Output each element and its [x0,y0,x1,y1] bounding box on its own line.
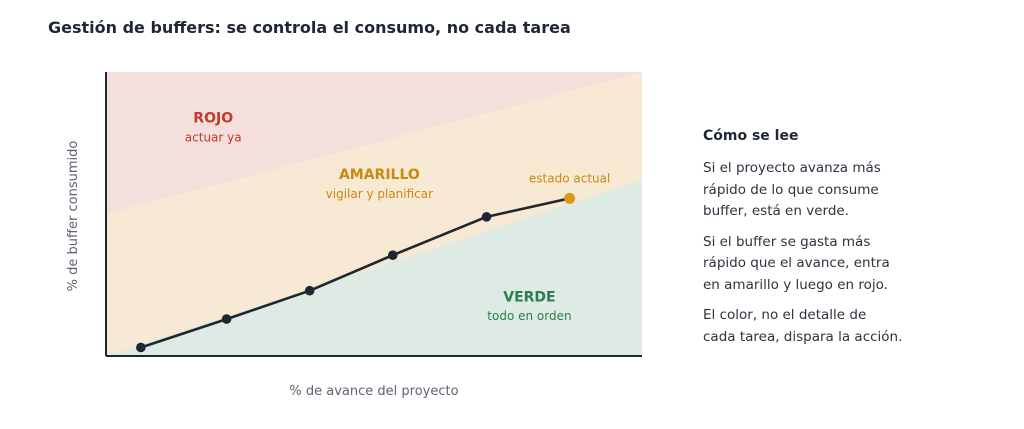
data-point [221,314,232,324]
zone-green [106,179,642,356]
guide-line: cada tarea, dispara la acción. [703,328,903,345]
guide-line: Si el buffer se gasta más [703,233,871,250]
data-point [136,342,146,353]
reading-guide-paragraph-2: Si el buffer se gasta más rápido que el … [703,232,953,297]
zone-sublabel-green: todo en orden [487,309,571,323]
reading-guide-heading: Cómo se lee [703,128,799,144]
zone-sublabel-yellow: vigilar y planificar [326,187,433,201]
data-point [481,212,492,222]
guide-line: Si el proyecto avanza más [703,160,881,176]
data-point [387,250,398,260]
guide-line: rápido de lo que consume [703,181,879,198]
zone-label-green: VERDE [503,289,555,305]
data-point [304,285,315,296]
y-axis-label: % de buffer consumido [66,141,81,292]
reading-guide: Cómo se lee Si el proyecto avanza más rá… [703,128,953,357]
annotation-current-state: estado actual [529,171,610,185]
reading-guide-paragraph-1: Si el proyecto avanza más rápido de lo q… [703,158,953,223]
guide-line: rápido que el avance, entra [703,255,890,271]
series-line [140,197,570,349]
x-axis-label: % de avance del proyecto [289,384,458,399]
current-state-point [564,192,576,204]
reading-guide-paragraph-3: El color, no el detalle de cada tarea, d… [703,305,953,348]
guide-line: El color, no el detalle de [703,307,867,323]
zone-sublabel-red: actuar ya [185,130,242,144]
zone-label-red: ROJO [193,110,233,126]
page-title: Gestión de buffers: se controla el consu… [48,18,571,37]
guide-line: en amarillo y luego en rojo. [703,276,888,293]
guide-line: buffer, está en verde. [703,203,849,219]
zone-label-yellow: AMARILLO [339,167,420,183]
